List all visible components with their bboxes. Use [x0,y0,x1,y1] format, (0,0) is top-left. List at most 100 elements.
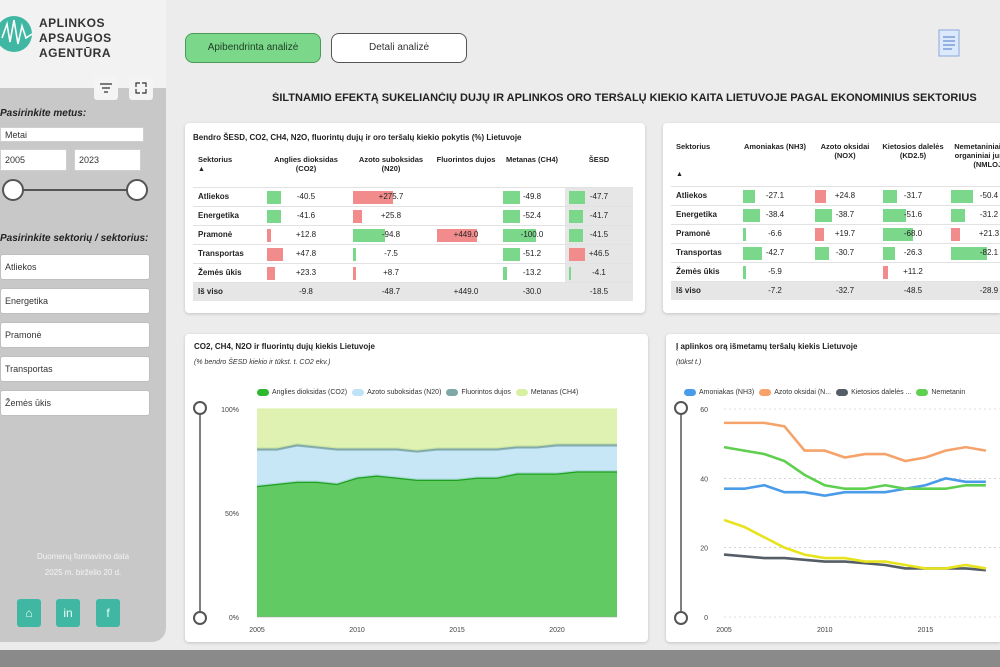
table-cell: -51.6 [879,204,947,224]
table-row[interactable]: Atliekos -40.5 +275.7 -49.8 -47.7 [193,186,633,206]
table-row[interactable]: Energetika -38.4 -38.7 -51.6 -31.2 [671,204,1000,224]
table-total-row[interactable]: Iš viso -7.2 -32.7 -48.5 -28.9 [671,280,1000,300]
chart2-range-slider-bottom-handle [674,611,688,625]
year-from-input[interactable]: 2005 [0,149,67,171]
cell-value: -49.8 [522,192,542,201]
area-series-0 [257,471,617,617]
sector-energetika[interactable]: Energetika [0,288,150,314]
table-row[interactable]: Atliekos -27.1 +24.8 -31.7 -50.4 [671,185,1000,205]
table-cell: +25.8 [349,205,433,225]
ghg-share-chart-panel: CO2, CH4, N2O ir fluorintų dujų kiekis L… [185,334,648,642]
row-sector-name: Atliekos [193,186,263,206]
x-tick-label: 2015 [449,627,465,634]
y-tick-label: 20 [700,546,708,553]
table-row[interactable]: Žemės ūkis +23.3 +8.7 -13.2 -4.1 [193,262,633,282]
table-row[interactable]: Energetika -41.6 +25.8 -52.4 -41.7 [193,205,633,225]
table-row[interactable]: Žemės ūkis -5.9 +11.2 [671,261,1000,281]
cell-value: -68.0 [903,229,923,238]
table-cell: -38.7 [811,204,879,224]
value-bar [743,189,756,203]
value-bar [267,266,275,280]
legend-item[interactable]: Nemetanin [916,389,965,396]
tab-detailed-analysis[interactable]: Detali analizė [331,33,467,63]
table-cell: -94.8 [349,224,433,244]
legend-item[interactable]: Amoniakas (NH3) [684,389,754,396]
value-bar [743,246,762,260]
table-row[interactable]: Transportas +47.8 -7.5 -51.2 +46.5 [193,243,633,263]
filter-icon[interactable] [94,76,118,100]
table-row[interactable]: Pramonė +12.8 -94.8 +449.0 -100.0 -41.5 [193,224,633,244]
cell-value: +11.2 [903,267,923,276]
cell-value: -27.1 [765,191,785,200]
value-bar [951,189,974,203]
col-header-nh3[interactable]: Amoniakas (NH3) [743,142,807,151]
value-bar [951,227,961,241]
table-cell: -48.5 [879,280,947,300]
sector-zemes-ukis[interactable]: Žemės ūkis [0,390,150,416]
table1-title: Bendro ŠESD, CO2, CH4, N2O, fluorintų du… [193,133,522,142]
table-row[interactable]: Transportas -42.7 -30.7 -26.3 -82.1 [671,242,1000,262]
table-cell: -51.2 [499,243,565,263]
cell-value: -100.0 [520,230,544,239]
document-icon[interactable] [935,28,965,62]
sector-atliekos[interactable]: Atliekos [0,254,150,280]
legend-item[interactable]: Anglies dioksidas (CO2) [257,389,347,396]
value-bar [503,266,508,280]
home-icon[interactable]: ⌂ [17,599,41,627]
col-header-kd25[interactable]: Kietosios dalelės (KD2.5) [882,142,944,160]
line-series-1 [724,421,987,463]
col-header-ch4[interactable]: Metanas (CH4) [505,155,559,164]
cell-value: -26.3 [903,248,923,257]
facebook-icon[interactable]: f [96,599,120,627]
linkedin-icon[interactable]: in [56,599,80,627]
value-bar [353,228,385,242]
sidebar [0,0,166,642]
table-cell [433,186,499,206]
col-header-sector[interactable]: Sektorius ▲ [198,155,233,173]
year-slider-start-handle[interactable] [2,179,24,201]
legend-label: Azoto suboksidas (N20) [367,389,442,396]
year-slider-end-handle[interactable] [126,179,148,201]
year-field[interactable]: Metai [0,127,144,142]
table-cell: -42.7 [739,242,811,262]
col-header-nox[interactable]: Azoto oksidai (NOX) [820,142,870,160]
legend-item[interactable]: Fluorintos dujos [446,389,511,396]
line-series-4 [723,518,987,570]
chart1-subtitle: (% bendro ŠESD kiekio ir tūkst. t. CO2 e… [194,359,331,366]
row-sector-name: Iš viso [671,280,739,300]
cell-value: -52.4 [522,211,542,220]
tab-summary-analysis[interactable]: Apibendrinta analizė [185,33,321,63]
legend-item[interactable]: Azoto oksidai (N... [759,389,831,396]
table-row[interactable]: Pramonė -6.6 +19.7 -68.0 +21.3 [671,223,1000,243]
legend-label: Kietosios dalelės ... [851,389,912,396]
col-header-co2[interactable]: Anglies dioksidas (CO2) [274,155,338,173]
row-sector-name: Žemės ūkis [671,261,739,281]
logo-line-3: AGENTŪRA [39,46,111,60]
col-header-n2o[interactable]: Azoto suboksidas (N20) [358,155,424,173]
legend-swatch [684,389,696,396]
col-header-sector-2[interactable]: Sektorius ▲ [676,142,711,178]
col-header-sesd[interactable]: ŠESD [588,155,610,164]
value-bar [743,265,746,279]
legend-label: Metanas (CH4) [530,389,579,396]
col-header-nmloj[interactable]: Nemetaniniai lakieji organiniai junginia… [954,142,1000,169]
table-cell: -7.5 [349,243,433,263]
legend-item[interactable]: Metanas (CH4) [515,389,579,396]
cell-value: -4.1 [592,268,606,277]
value-bar [569,228,583,242]
row-sector-name: Energetika [671,204,739,224]
table-cell: -47.7 [565,186,633,206]
col-header-fgas[interactable]: Fluorintos dujos [436,155,496,164]
legend-item[interactable]: Kietosios dalelės ... [836,389,911,396]
sector-pramone[interactable]: Pramonė [0,322,150,348]
value-bar [503,209,521,223]
row-sector-name: Atliekos [671,185,739,205]
table-cell [433,262,499,282]
table-total-row[interactable]: Iš viso -9.8 -48.7 +449.0 -30.0 -18.5 [193,281,633,301]
sector-transportas[interactable]: Transportas [0,356,150,382]
expand-icon[interactable] [129,76,153,100]
legend-item[interactable]: Azoto suboksidas (N20) [352,389,441,396]
cell-value: -94.8 [381,230,401,239]
value-bar [569,209,583,223]
year-to-input[interactable]: 2023 [74,149,141,171]
